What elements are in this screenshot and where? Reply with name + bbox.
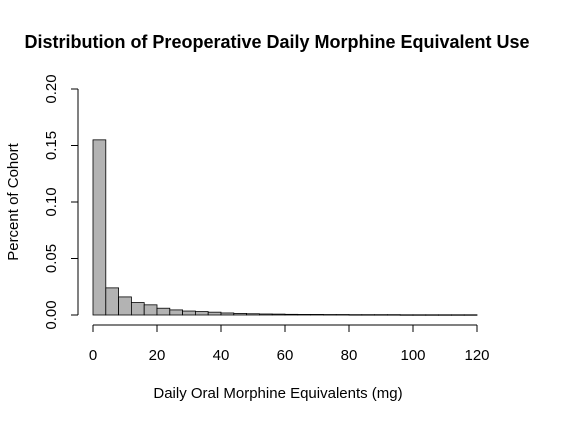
- histogram-bar: [105, 287, 120, 316]
- histogram-bar: [246, 313, 260, 316]
- histogram-bar: [386, 314, 401, 316]
- y-tick-label: 0.20: [43, 74, 60, 103]
- histogram-bar: [297, 314, 311, 316]
- histogram-bar: [207, 311, 222, 316]
- histogram-bar: [425, 314, 439, 316]
- histogram-bar: [143, 304, 158, 316]
- x-tick-label: 120: [464, 347, 489, 364]
- histogram-bar: [169, 309, 184, 316]
- x-tick-label: 20: [149, 347, 166, 364]
- histogram-bar: [220, 312, 235, 316]
- y-tick-label: 0.10: [43, 187, 60, 216]
- y-tick-label: 0.00: [43, 300, 60, 329]
- histogram-bar: [335, 314, 350, 316]
- x-tick-label: 80: [341, 347, 358, 364]
- y-axis: 0.00 0.05 0.10 0.15 0.20: [43, 74, 79, 330]
- histogram-bar: [118, 296, 132, 316]
- histogram-bar: [438, 314, 452, 316]
- histogram-bar: [233, 313, 248, 316]
- histogram-bar: [361, 314, 375, 316]
- histogram-bar: [194, 311, 209, 316]
- histogram-bar: [284, 313, 299, 316]
- x-tick-label: 40: [213, 347, 230, 364]
- x-tick-label: 100: [400, 347, 425, 364]
- histogram-bar: [271, 313, 286, 316]
- histogram-bar: [348, 314, 363, 316]
- y-tick-label: 0.05: [43, 244, 60, 273]
- histogram-bar: [156, 307, 171, 316]
- histogram-bar: [450, 314, 465, 316]
- histogram-bar: [182, 310, 196, 316]
- histogram-bar: [322, 314, 337, 316]
- histogram-bar: [374, 314, 388, 316]
- chart-title: Distribution of Preoperative Daily Morph…: [24, 32, 529, 52]
- x-tick-label: 0: [89, 347, 97, 364]
- x-axis: 0 20 40 60 80 100 120: [89, 324, 490, 364]
- y-tick-label: 0.15: [43, 131, 60, 160]
- x-tick-label: 60: [277, 347, 294, 364]
- histogram-bar: [92, 139, 107, 316]
- histogram-bar: [399, 314, 414, 316]
- histogram-bars: [92, 139, 478, 316]
- histogram-bar: [463, 314, 478, 316]
- histogram-bar: [310, 314, 324, 316]
- histogram-bar: [130, 302, 145, 316]
- x-axis-label: Daily Oral Morphine Equivalents (mg): [153, 385, 402, 402]
- histogram-bar: [412, 314, 427, 316]
- histogram-bar: [258, 313, 273, 316]
- y-axis-label: Percent of Cohort: [5, 142, 22, 260]
